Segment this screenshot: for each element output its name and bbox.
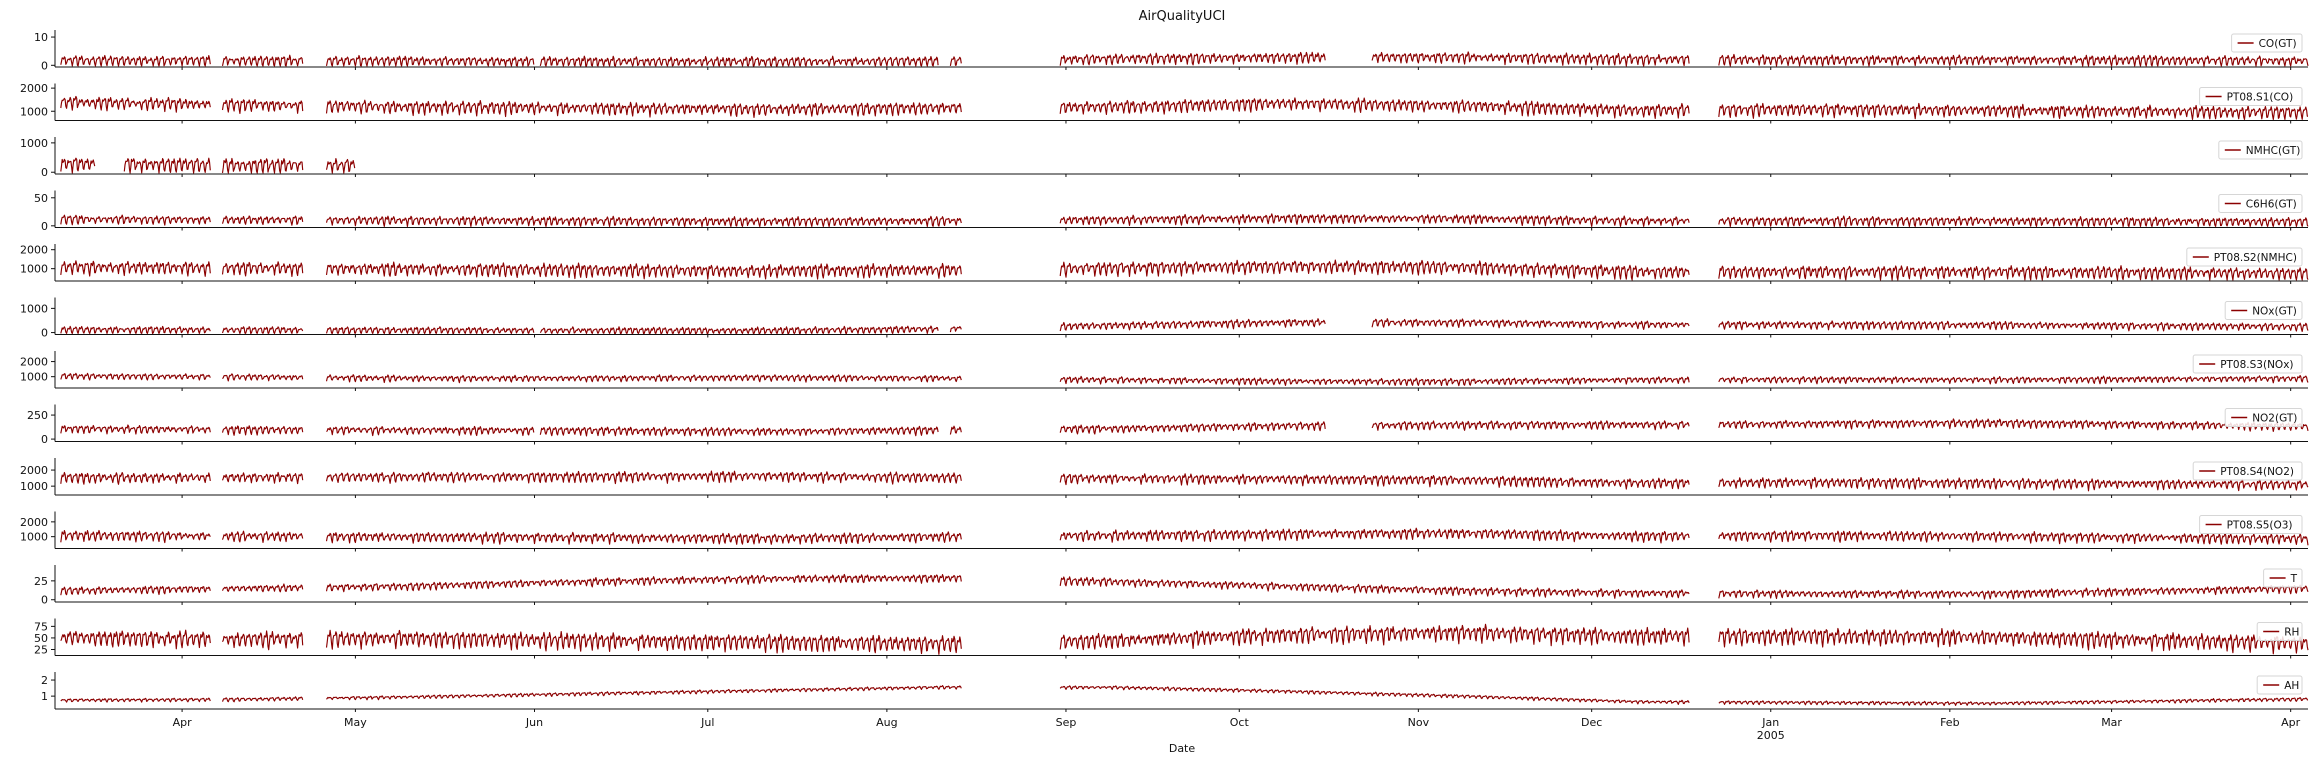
y-tick-label: 0: [41, 166, 48, 179]
legend-label: PT08.S1(CO): [2227, 92, 2294, 104]
x-tick-label: Apr: [173, 716, 193, 729]
subplot-4: 0 50 C6H6(GT): [34, 190, 2309, 233]
y-tick-label: 1000: [20, 302, 48, 315]
legend-box: [2256, 675, 2303, 695]
y-tick-label: 0: [41, 59, 48, 72]
x-tick-label: Apr: [2281, 716, 2301, 729]
subplot-6: 0 1000 NOx(GT): [20, 297, 2309, 340]
legend-label: NMHC(GT): [2246, 145, 2301, 157]
subplot-7: 1000 2000 PT08.S3(NOx): [20, 351, 2309, 391]
y-tick-label: 0: [41, 220, 48, 233]
subplot-9: 1000 2000 PT08.S4(NO2): [20, 458, 2309, 498]
y-tick-label: 1000: [20, 531, 48, 544]
series-line: [60, 95, 2309, 120]
legend-label: AH: [2284, 680, 2299, 692]
legend-box: [2192, 354, 2303, 374]
y-tick-label: 2000: [20, 244, 48, 257]
legend-box: [2231, 33, 2303, 53]
legend-label: PT08.S5(O3): [2227, 520, 2293, 532]
series-line: [60, 259, 2309, 281]
series-line: [60, 51, 2309, 67]
subplot-5: 1000 2000 PT08.S2(NMHC): [20, 244, 2309, 284]
legend-box: [2199, 515, 2303, 534]
legend-box: [2256, 622, 2303, 641]
series-line: [60, 418, 2309, 437]
y-tick-label: 1000: [20, 137, 48, 150]
series-line: [60, 623, 2309, 655]
legend-label: NO2(GT): [2252, 413, 2297, 425]
subplot-11: 0 25 T: [34, 565, 2309, 607]
legend-box: [2192, 461, 2303, 481]
subplot-13: 1 2 AH: [41, 672, 2309, 712]
y-tick-label: 1000: [20, 105, 48, 118]
x-tick-label: Jul: [700, 716, 714, 729]
x-tick-label: Dec: [1581, 716, 1602, 729]
legend-label: T: [2290, 573, 2298, 585]
legend-box: [2224, 408, 2303, 427]
x-tick-sublabel: 2005: [1757, 729, 1785, 742]
subplot-2: 1000 2000 PT08.S1(CO): [20, 82, 2309, 124]
subplot-panels: 010 CO(GT)10002000PT08.S1(CO)01000NMHC(GT…: [20, 30, 2308, 712]
legend-box: [2186, 247, 2303, 267]
legend-label: C6H6(GT): [2246, 199, 2297, 211]
y-tick-label: 2000: [20, 356, 48, 369]
y-tick-label: 50: [34, 632, 48, 645]
subplot-8: 0 250 NO2(GT): [27, 404, 2309, 446]
series-line: [60, 573, 2309, 600]
y-tick-label: 75: [34, 620, 48, 633]
y-tick-label: 250: [27, 409, 48, 422]
series-line: [60, 527, 2309, 546]
subplot-10: 1000 2000 PT08.S5(O3): [20, 511, 2309, 552]
series-line: [60, 685, 2309, 707]
legend-box: [2218, 194, 2303, 213]
series-line: [60, 213, 2309, 227]
x-tick-label: Nov: [1408, 716, 1430, 729]
y-tick-label: 25: [34, 643, 48, 656]
series-line: [60, 318, 2309, 334]
y-tick-label: 0: [41, 327, 48, 340]
subplot-1: 0 10 CO(GT): [34, 30, 2309, 72]
series-line: [60, 372, 2309, 387]
y-tick-label: 50: [34, 192, 48, 205]
legend-label: CO(GT): [2259, 38, 2297, 50]
x-axis-label: Date: [1169, 742, 1196, 755]
y-tick-label: 10: [34, 31, 48, 44]
legend-label: PT08.S2(NMHC): [2214, 252, 2297, 264]
y-tick-label: 0: [41, 594, 48, 607]
legend-box: [2224, 301, 2303, 320]
x-tick-label: Mar: [2101, 716, 2122, 729]
y-tick-label: 2: [41, 674, 48, 687]
y-tick-label: 0: [41, 433, 48, 446]
legend-box: [2218, 140, 2303, 160]
x-tick-label: May: [344, 716, 367, 729]
legend-box: [2199, 87, 2303, 106]
y-tick-label: 1: [41, 690, 48, 703]
y-tick-label: 2000: [20, 516, 48, 529]
x-tick-label: Jun: [525, 716, 543, 729]
y-tick-label: 25: [34, 575, 48, 588]
y-tick-label: 2000: [20, 82, 48, 95]
series-line: [60, 470, 2309, 492]
x-tick-label: Sep: [1056, 716, 1077, 729]
x-tick-label: Feb: [1940, 716, 1959, 729]
legend-label: RH: [2284, 627, 2299, 639]
x-tick-label: Oct: [1230, 716, 1250, 729]
legend-label: PT08.S3(NOx): [2220, 359, 2293, 371]
chart-title: AirQualityUCI: [1139, 9, 1226, 24]
y-tick-label: 1000: [20, 263, 48, 276]
x-tick-label: Aug: [876, 716, 897, 729]
legend-label: NOx(GT): [2252, 306, 2297, 318]
y-tick-label: 2000: [20, 464, 48, 477]
series-line: [61, 158, 2308, 173]
y-tick-label: 1000: [20, 480, 48, 493]
x-tick-label: Jan: [1761, 716, 1779, 729]
y-tick-label: 1000: [20, 371, 48, 384]
legend-label: PT08.S4(NO2): [2220, 466, 2294, 478]
subplot-3: 0 1000 NMHC(GT): [20, 137, 2308, 179]
